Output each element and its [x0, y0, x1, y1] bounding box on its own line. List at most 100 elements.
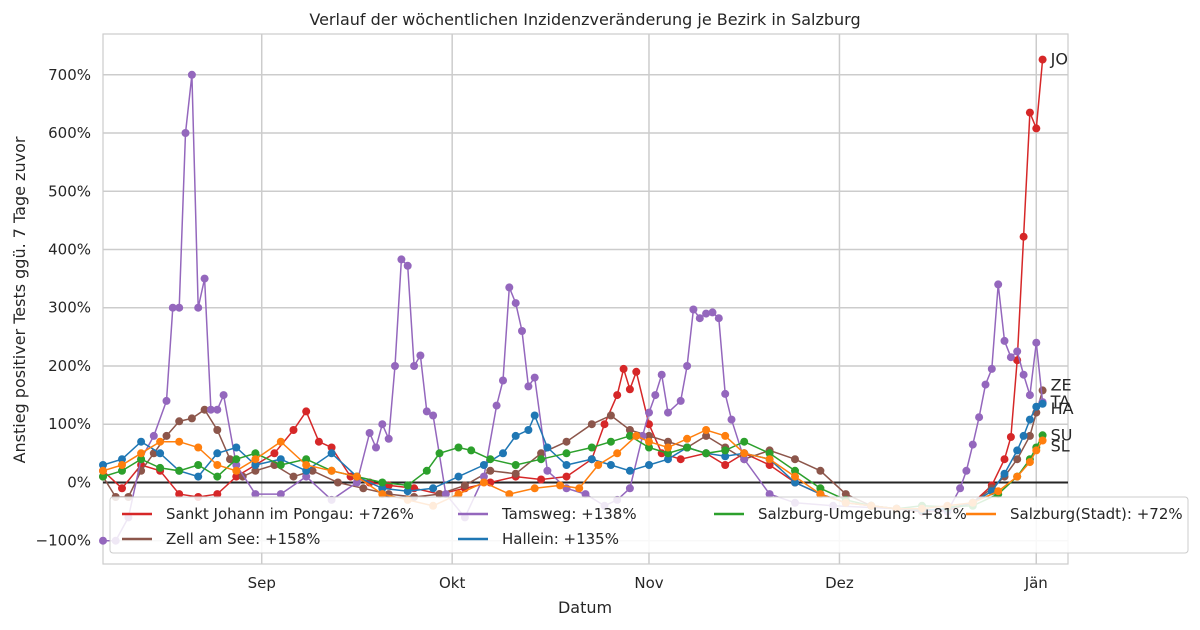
data-point [149, 431, 158, 440]
data-point [664, 408, 672, 417]
data-point [594, 461, 603, 469]
data-point [537, 475, 546, 484]
data-point [378, 478, 387, 487]
data-point [524, 426, 533, 434]
data-point [1032, 124, 1041, 133]
data-point [695, 314, 704, 323]
data-point [435, 449, 444, 458]
data-point [308, 466, 317, 475]
data-point [1038, 386, 1047, 395]
data-point [200, 405, 209, 414]
data-point [378, 484, 387, 493]
data-point [651, 391, 660, 400]
data-point [765, 455, 774, 464]
data-point [606, 437, 615, 446]
data-point [505, 283, 514, 292]
data-point [1000, 469, 1009, 478]
data-point [232, 472, 241, 481]
data-point [213, 449, 222, 458]
data-point [194, 303, 203, 312]
data-point [721, 452, 730, 461]
data-point [524, 382, 533, 391]
x-tick-label: Okt [439, 574, 465, 592]
data-point [302, 472, 311, 481]
data-point [403, 487, 412, 496]
data-point [683, 434, 692, 443]
data-point [1006, 433, 1015, 441]
data-point [562, 461, 571, 469]
data-point [168, 303, 177, 312]
data-point [219, 391, 228, 400]
data-point [187, 70, 196, 79]
data-point [791, 472, 799, 481]
data-point [702, 431, 711, 440]
data-point [1038, 399, 1047, 408]
data-point [175, 303, 184, 312]
data-point [619, 364, 628, 373]
data-point [251, 461, 260, 469]
data-point [987, 364, 996, 373]
y-tick-label: 400% [48, 240, 91, 258]
data-point [981, 380, 990, 389]
data-point [479, 461, 488, 469]
data-point [645, 437, 653, 446]
data-point [270, 449, 279, 458]
data-point [422, 407, 431, 416]
data-point [251, 466, 260, 475]
data-point [740, 449, 749, 458]
data-point [352, 478, 361, 487]
data-point [213, 405, 222, 414]
data-point [352, 472, 361, 481]
data-point [333, 478, 342, 487]
data-point [479, 478, 488, 487]
data-point [1025, 431, 1034, 440]
data-point [676, 455, 685, 464]
x-axis-ticks: Sep Okt Nov Dez Jän [248, 574, 1048, 592]
data-point [625, 431, 634, 440]
data-point [454, 443, 463, 452]
data-point [664, 455, 672, 464]
data-point [1006, 353, 1015, 362]
data-point [1025, 415, 1034, 424]
data-point [467, 446, 476, 455]
legend: Sankt Johann im Pongau: +726% Zell am See… [109, 496, 1189, 554]
data-point [518, 327, 526, 335]
data-point [765, 461, 774, 469]
data-point [391, 362, 399, 370]
data-point [702, 426, 711, 434]
x-axis-title: Datum [558, 598, 612, 617]
data-point [1038, 436, 1047, 445]
x-tick-label: Nov [634, 574, 663, 592]
data-point [530, 411, 539, 420]
legend-label: Zell am See: +158% [166, 530, 320, 548]
data-point [378, 420, 387, 429]
data-point [175, 490, 184, 499]
data-point [816, 466, 825, 475]
series-end-label: JO [1050, 50, 1068, 69]
data-point [156, 449, 165, 458]
y-tick-label: −100% [36, 532, 91, 550]
data-point [156, 437, 165, 446]
data-point [765, 490, 774, 499]
series-end-label: SU [1051, 425, 1073, 444]
data-point [441, 490, 450, 499]
data-point [511, 299, 520, 308]
data-point [791, 466, 799, 475]
data-point [289, 426, 298, 434]
data-point [429, 484, 438, 493]
data-point [384, 434, 393, 443]
legend-box [109, 496, 1189, 554]
data-point [99, 536, 107, 545]
data-point [632, 431, 641, 440]
data-point [1025, 108, 1034, 117]
data-point [403, 481, 412, 490]
data-point [359, 484, 368, 493]
data-point [740, 437, 749, 446]
data-point [175, 417, 184, 426]
data-point [194, 461, 203, 469]
data-point [137, 449, 146, 458]
data-point [575, 484, 584, 493]
data-point [530, 484, 539, 493]
data-point [289, 472, 298, 481]
